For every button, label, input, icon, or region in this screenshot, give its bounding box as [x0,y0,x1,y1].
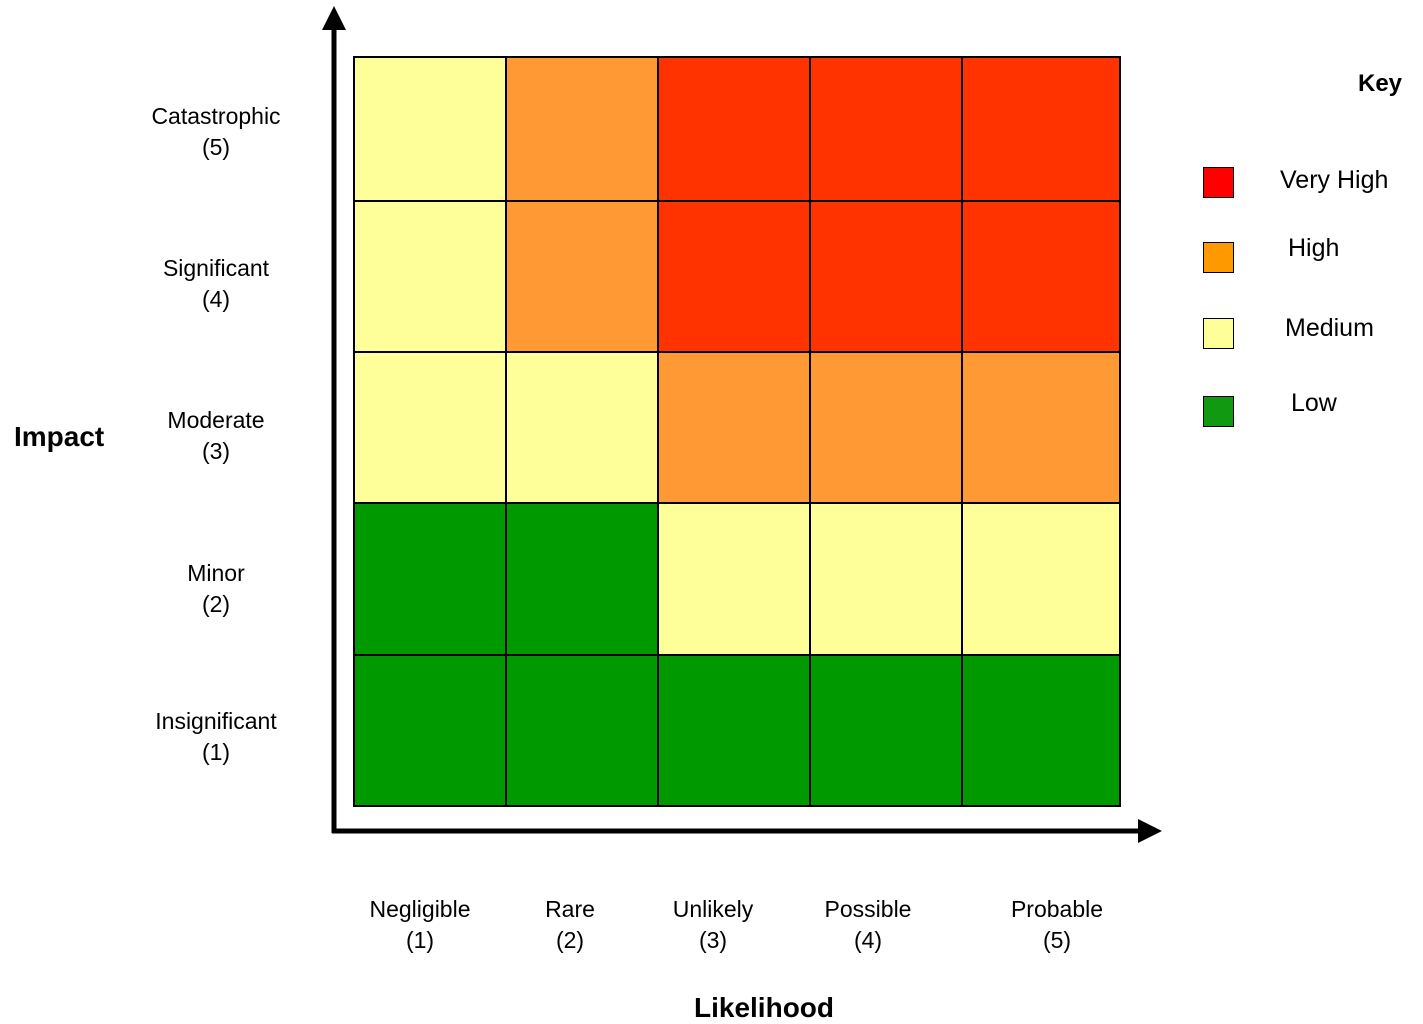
legend-swatch-medium [1203,318,1234,349]
legend-label-medium: Medium [1285,314,1374,342]
cell-4-5 [961,502,1121,656]
cell-3-4 [809,351,963,504]
y-tick-label-2-name: Significant [162,255,270,281]
legend-swatch-low [1203,396,1234,427]
cell-5-2 [505,654,659,807]
cell-5-3 [657,654,811,807]
legend-swatch-high [1203,242,1234,273]
y-tick-label-3-score: (3) [201,438,231,464]
cell-4-3 [657,502,811,656]
axes [322,6,1162,843]
cell-4-4 [809,502,963,656]
legend-swatch-very-high [1203,167,1234,198]
cell-3-2 [505,351,659,504]
cell-2-3 [657,200,811,353]
legend-label-very-high: Very High [1280,166,1389,194]
x-tick-label-4: Possible (4) [793,894,943,956]
y-tick-label-2: Significant (4) [126,253,306,315]
cell-2-2 [505,200,659,353]
x-tick-label-2: Rare (2) [495,894,645,956]
y-tick-label-1-name: Catastrophic [151,103,281,129]
y-tick-label-4-score: (2) [201,591,231,617]
x-tick-label-5-name: Probable [1010,896,1104,922]
y-tick-label-3: Moderate (3) [126,405,306,467]
cell-5-4 [809,654,963,807]
x-tick-label-5: Probable (5) [982,894,1132,956]
x-tick-label-2-score: (2) [555,927,585,953]
cell-1-5 [961,56,1121,202]
x-tick-label-5-score: (5) [1042,927,1072,953]
y-tick-label-4: Minor (2) [126,558,306,620]
y-tick-label-5: Insignificant (1) [126,706,306,768]
y-tick-label-3-name: Moderate [167,407,265,433]
y-axis-arrowhead [322,6,346,30]
cell-2-4 [809,200,963,353]
y-axis-title: Impact [14,421,105,452]
x-axis-arrowhead [1138,819,1162,843]
cell-1-2 [505,56,659,202]
y-tick-label-2-score: (4) [201,286,231,312]
x-tick-label-3: Unlikely (3) [638,894,788,956]
cell-4-2 [505,502,659,656]
cell-2-5 [961,200,1121,353]
legend-title: Key [1358,70,1403,97]
y-tick-label-4-name: Minor [187,560,245,586]
x-axis-title: Likelihood [694,992,834,1023]
x-tick-label-1: Negligible (1) [345,894,495,956]
x-tick-label-2-name: Rare [545,896,595,922]
y-tick-label-1: Catastrophic (5) [126,101,306,163]
x-tick-label-1-name: Negligible [369,896,471,922]
cell-3-3 [657,351,811,504]
y-tick-label-1-score: (5) [201,134,231,160]
cell-1-3 [657,56,811,202]
legend-label-low: Low [1291,389,1337,417]
cell-3-5 [961,351,1121,504]
cell-4-1 [353,502,507,656]
cell-1-1 [353,56,507,202]
x-tick-label-3-name: Unlikely [672,896,754,922]
y-tick-label-5-name: Insignificant [155,708,277,734]
cell-5-1 [353,654,507,807]
x-tick-label-4-name: Possible [824,896,912,922]
heatmap-cells [353,56,1121,807]
cell-5-5 [961,654,1121,807]
x-tick-label-1-score: (1) [405,927,435,953]
legend-label-high: High [1288,234,1340,262]
cell-1-4 [809,56,963,202]
y-tick-label-5-score: (1) [201,739,231,765]
cell-2-1 [353,200,507,353]
x-tick-label-3-score: (3) [698,927,728,953]
cell-3-1 [353,351,507,504]
x-tick-label-4-score: (4) [853,927,883,953]
